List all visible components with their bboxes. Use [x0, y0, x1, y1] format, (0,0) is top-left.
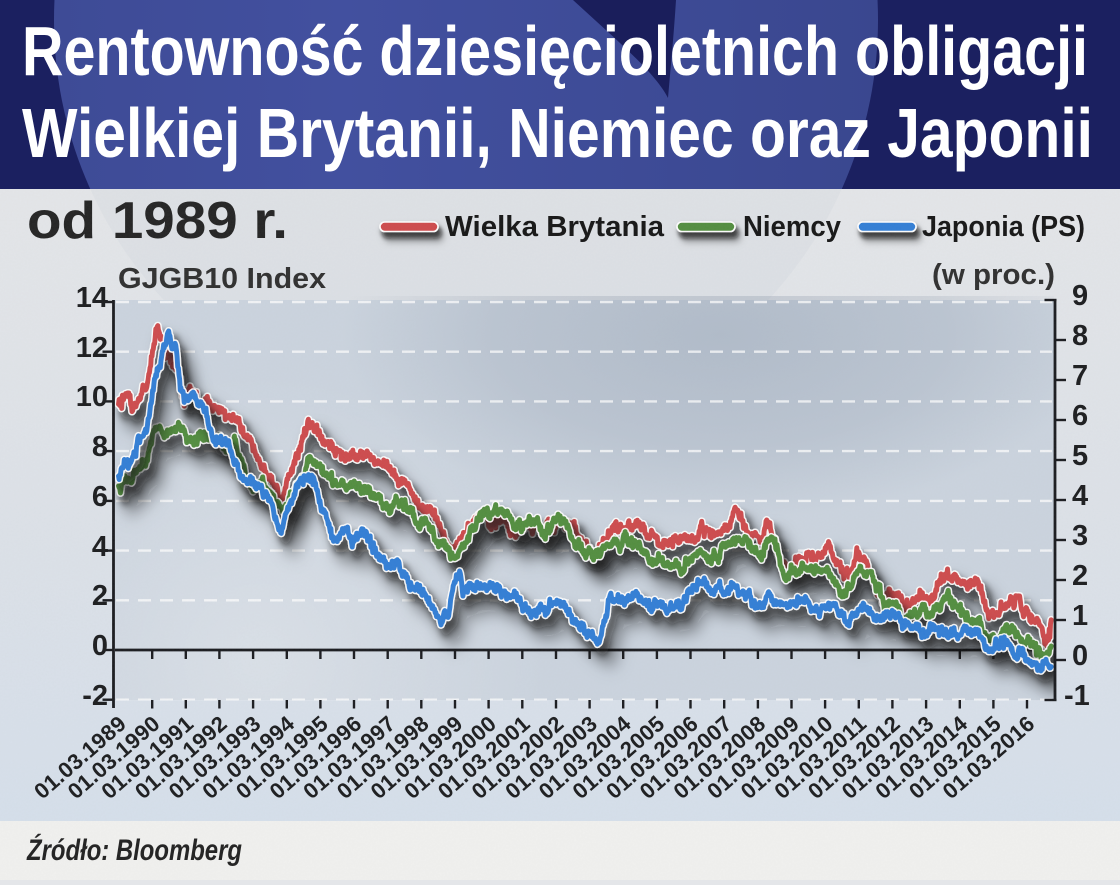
svg-text:Wielkiej Brytanii, Niemiec ora: Wielkiej Brytanii, Niemiec oraz Japonii	[22, 94, 1093, 172]
svg-text:Rentowność dziesięcioletnich o: Rentowność dziesięcioletnich obligacji	[22, 12, 1088, 90]
